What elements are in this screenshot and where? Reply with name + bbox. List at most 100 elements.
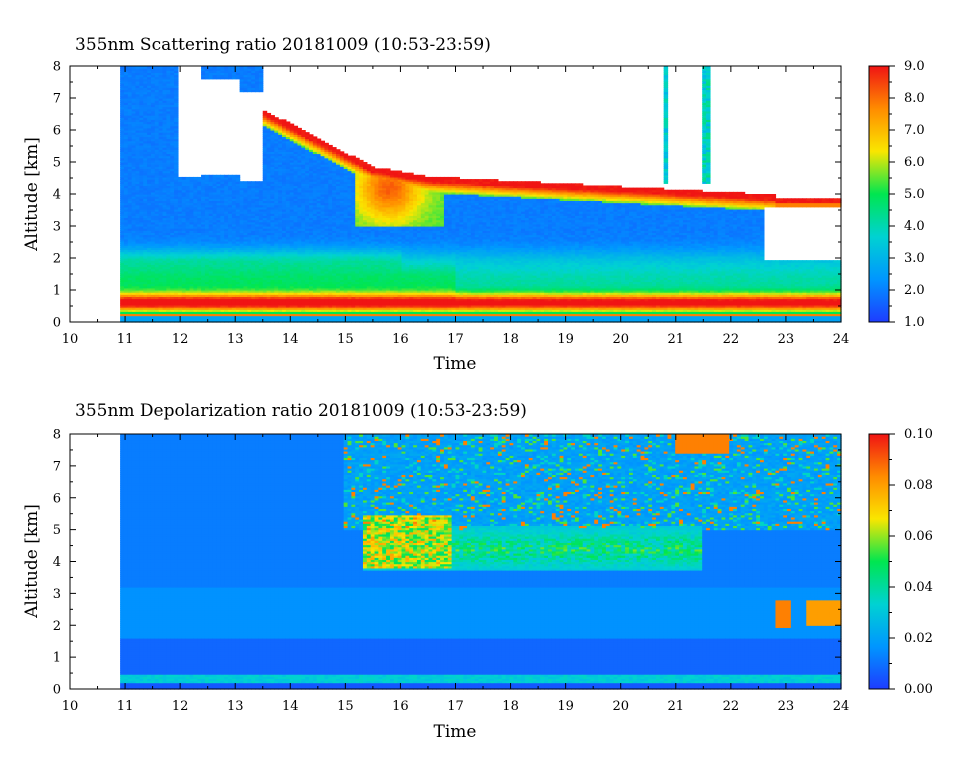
heatmap-cell: [158, 98, 164, 101]
heatmap-cell: [147, 253, 152, 257]
heatmap-cell: [162, 119, 167, 123]
heatmap-cell: [131, 125, 137, 129]
heatmap-cell: [135, 215, 140, 219]
heatmap-cell: [123, 74, 129, 78]
heatmap-cell: [166, 112, 171, 116]
heatmap-cell: [174, 153, 179, 157]
heatmap-cell: [131, 74, 137, 78]
heatmap-cell: [131, 279, 137, 283]
heatmap-cell: [139, 168, 144, 172]
heatmap-cell: [174, 119, 179, 123]
heatmap-cell: [166, 149, 171, 152]
heatmap-cell: [154, 202, 160, 206]
heatmap-cell: [162, 223, 167, 227]
heatmap-cell: [143, 70, 148, 73]
heatmap-cell: [131, 270, 137, 274]
heatmap-cell: [127, 168, 133, 172]
heatmap-cell: [170, 268, 175, 272]
heatmap-cell: [131, 234, 137, 238]
heatmap-cell: [127, 253, 133, 257]
heatmap-cell: [127, 172, 133, 176]
heatmap-cell: [166, 144, 171, 148]
heatmap-cell: [181, 272, 187, 276]
heatmap-cell: [139, 153, 144, 157]
heatmap-cell: [170, 272, 175, 276]
heatmap-cell: [166, 181, 171, 184]
heatmap-cell: [154, 115, 160, 118]
heatmap-cell: [135, 132, 140, 135]
heatmap-cell: [158, 115, 164, 118]
heatmap-cell: [139, 76, 144, 80]
heatmap-cell: [162, 236, 167, 240]
heatmap-cell: [174, 223, 179, 227]
heatmap-cell: [139, 183, 144, 187]
heatmap-cell: [166, 251, 171, 255]
heatmap-cell: [131, 211, 137, 214]
heatmap-cell: [131, 130, 137, 133]
heatmap-cell: [150, 247, 156, 251]
heatmap-cell: [131, 307, 137, 310]
heatmap-cell: [177, 198, 183, 201]
heatmap-cell: [131, 95, 137, 99]
heatmap-cell: [301, 130, 306, 133]
heatmap-cell: [154, 245, 160, 248]
heatmap-cell: [127, 162, 133, 165]
heatmap-cell: [174, 102, 179, 105]
heatmap-cell: [139, 104, 144, 108]
heatmap-cell: [177, 283, 183, 287]
heatmap-cell: [147, 168, 152, 172]
heatmap-cell: [174, 317, 179, 321]
heatmap-cell: [150, 253, 156, 257]
heatmap-cell: [139, 78, 144, 82]
heatmap-cell: [139, 285, 144, 289]
heatmap-cell: [139, 157, 144, 161]
heatmap-cell: [139, 142, 144, 146]
heatmap-cell: [131, 162, 137, 165]
heatmap-cell: [174, 80, 179, 84]
heatmap-cell: [131, 106, 137, 110]
heatmap-cell: [135, 266, 140, 270]
heatmap-cell: [131, 151, 137, 155]
heatmap-cell: [150, 277, 156, 280]
heatmap-cell: [154, 110, 160, 114]
heatmap-cell: [139, 311, 144, 315]
heatmap-cell: [143, 168, 148, 172]
heatmap-cell: [166, 217, 171, 221]
heatmap-cell: [177, 277, 183, 280]
heatmap-cell: [166, 98, 171, 101]
heatmap-cell: [170, 251, 175, 255]
heatmap-cell: [123, 149, 129, 152]
heatmap-cell: [120, 236, 125, 240]
heatmap-cell: [170, 290, 175, 293]
heatmap-cell: [166, 123, 171, 127]
heatmap-cell: [131, 80, 137, 84]
heatmap-cell: [139, 89, 144, 93]
heatmap-cell: [147, 162, 152, 165]
heatmap-cell: [181, 296, 187, 300]
heatmap-cell: [135, 304, 140, 308]
heatmap-cell: [147, 80, 152, 84]
heatmap-cell: [135, 243, 140, 246]
heatmap-cell: [120, 245, 125, 248]
heatmap-cell: [174, 93, 179, 97]
heatmap-cell: [174, 219, 179, 223]
heatmap-cell: [127, 183, 133, 187]
heatmap-cell: [166, 162, 171, 165]
heatmap-cell: [170, 230, 175, 233]
heatmap-cell: [139, 66, 144, 69]
heatmap-cell: [158, 206, 164, 210]
heatmap-cell: [135, 211, 140, 214]
heatmap-cell: [150, 285, 156, 289]
heatmap-plot: [120, 66, 842, 323]
heatmap-cell: [143, 307, 148, 310]
heatmap-cell: [131, 202, 137, 206]
heatmap-cell: [120, 168, 125, 172]
heatmap-cell: [166, 125, 171, 129]
heatmap-cell: [170, 264, 175, 268]
heatmap-cell: [158, 249, 164, 253]
heatmap-cell: [123, 183, 129, 187]
heatmap-cell: [174, 311, 179, 315]
heatmap-cell: [174, 155, 179, 159]
heatmap-cell: [166, 262, 171, 265]
